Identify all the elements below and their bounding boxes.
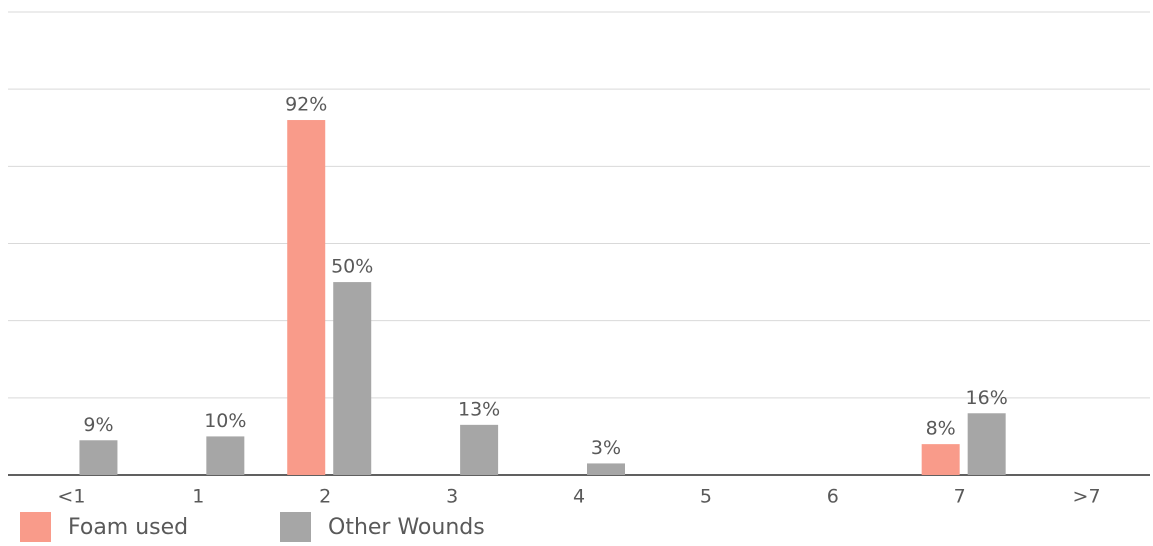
- x-tick-label: <1: [57, 486, 85, 508]
- data-label: 50%: [331, 256, 373, 278]
- x-tick-label: 5: [700, 486, 712, 508]
- data-label: 3%: [591, 437, 621, 459]
- data-label: 10%: [204, 410, 246, 432]
- bar: [79, 440, 118, 475]
- data-label: 13%: [458, 398, 500, 420]
- bar: [460, 424, 499, 475]
- legend-swatch: [20, 512, 51, 542]
- legend-label: Foam used: [68, 515, 188, 540]
- x-tick-label: 7: [954, 486, 966, 508]
- legend-swatch: [280, 512, 311, 542]
- bar: [333, 282, 372, 475]
- x-tick-label: >7: [1073, 486, 1101, 508]
- bar: [206, 436, 245, 475]
- data-label: 8%: [926, 418, 956, 440]
- data-label: 9%: [83, 414, 113, 436]
- bar: [967, 413, 1006, 475]
- data-label: 92%: [285, 94, 327, 116]
- bar: [921, 444, 960, 475]
- x-tick-label: 4: [573, 486, 585, 508]
- x-tick-label: 2: [319, 486, 331, 508]
- bar: [287, 120, 326, 476]
- bar: [587, 463, 625, 475]
- data-label: 16%: [966, 387, 1008, 409]
- x-tick-label: 6: [827, 486, 839, 508]
- legend-label: Other Wounds: [328, 515, 485, 540]
- x-tick-label: 1: [192, 486, 204, 508]
- x-tick-label: 3: [446, 486, 458, 508]
